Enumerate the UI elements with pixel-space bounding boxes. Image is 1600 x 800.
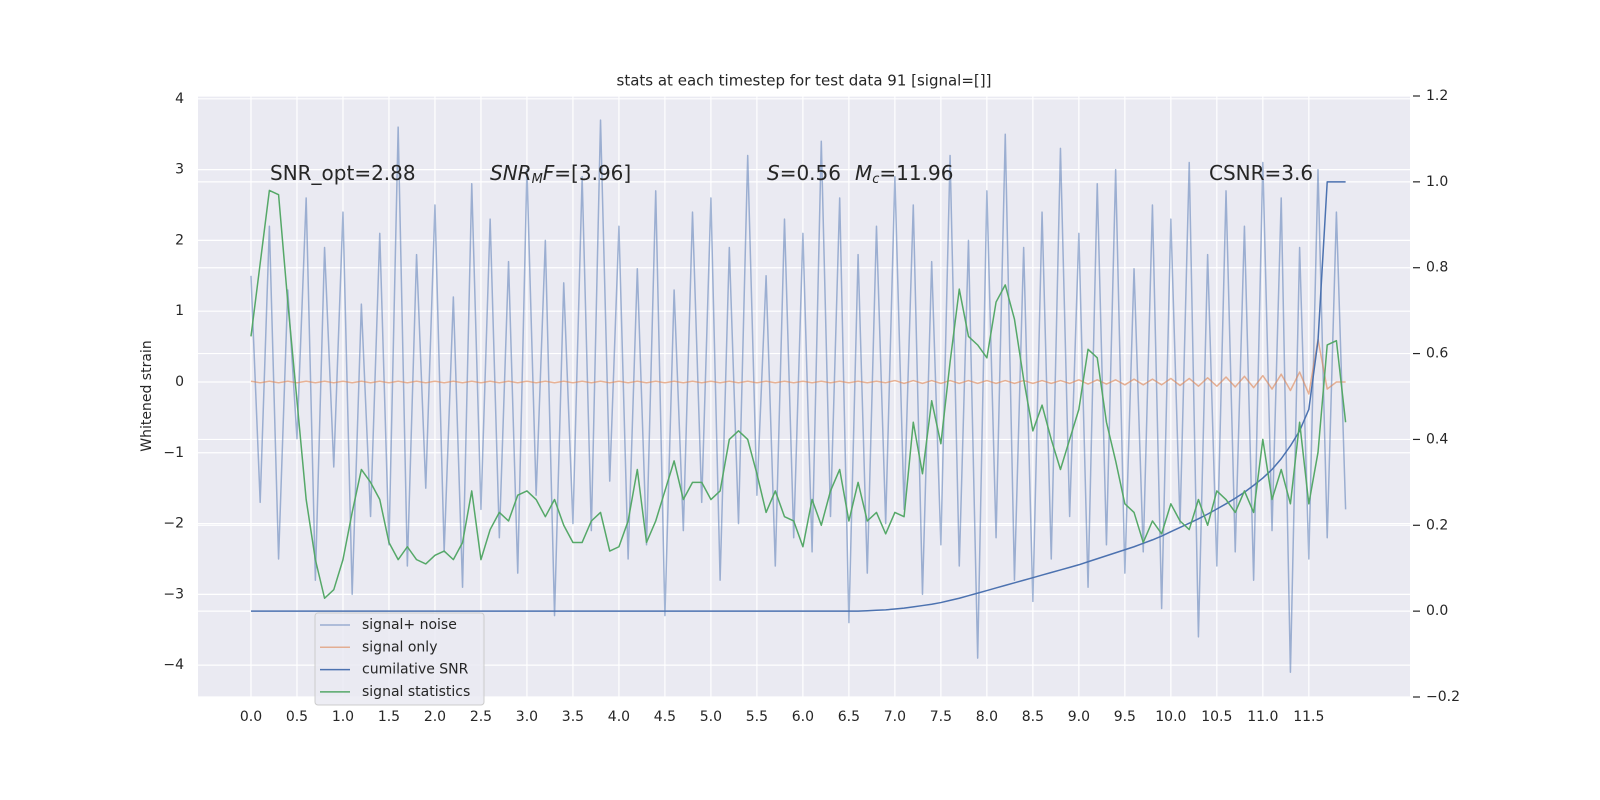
annotation-text: SNR [490, 161, 532, 185]
y2-tick-label: −0.2 [1426, 689, 1460, 705]
x-tick-label: 7.5 [930, 709, 952, 725]
y-tick-label: 0 [175, 374, 184, 390]
legend-box [314, 612, 485, 706]
marks [250, 119, 1347, 673]
x-tick-label: 2.0 [424, 709, 446, 725]
series-line [250, 189, 1347, 600]
y-tick-label: −4 [163, 657, 184, 673]
legend-label: signal only [362, 639, 437, 655]
legend: signal+ noise signal only cumilative SNR si… [314, 612, 485, 706]
x-tick-label: 8.0 [976, 709, 998, 725]
legend-label: cumilative SNR [362, 662, 469, 678]
plot-area [198, 96, 1410, 697]
annotation-text: M [855, 161, 872, 185]
x-tick-label: 11.5 [1293, 709, 1324, 725]
x-tick-label: 6.5 [838, 709, 860, 725]
y2-tick-label: 0.0 [1426, 603, 1448, 619]
x-tick-label: 10.0 [1155, 709, 1186, 725]
y2-tick-label: 1.2 [1426, 88, 1448, 104]
y-tick-label: 1 [175, 303, 184, 319]
annotation-text: M [532, 172, 543, 187]
annotation-text: =0.56 [780, 161, 841, 185]
y-tick-label: 4 [175, 91, 184, 107]
x-tick-label: 0.0 [240, 709, 262, 725]
annotation-text: CSNR=3.6 [1209, 161, 1313, 185]
annotation-text: c [872, 172, 879, 187]
legend-label: signal+ noise [362, 617, 457, 633]
annotation: SNR_opt=2.88 [270, 161, 416, 185]
annotation-text: F [543, 161, 555, 185]
legend-label: signal statistics [362, 684, 470, 700]
y2-tick-label: 0.4 [1426, 431, 1448, 447]
y-tick-label: 3 [175, 162, 184, 178]
x-tick-label: 10.5 [1201, 709, 1232, 725]
x-tick-label: 2.5 [470, 709, 492, 725]
annotation-text: =11.96 [879, 161, 953, 185]
y2-tick-label: 0.8 [1426, 260, 1448, 276]
x-tick-label: 6.0 [792, 709, 814, 725]
annotation: CSNR=3.6 [1209, 161, 1313, 185]
series-line [250, 181, 1346, 612]
y2-tick-label: 0.6 [1426, 346, 1448, 362]
annotation-text: =[3.96] [554, 161, 631, 185]
annotation-text: SNR_opt=2.88 [270, 161, 416, 185]
series-line [250, 119, 1347, 673]
annotation: S=0.56 Mc=11.96 [767, 161, 953, 187]
y-tick-label: −1 [163, 445, 184, 461]
y-axis-label: Whitened strain [139, 340, 155, 451]
y-tick-label: −2 [163, 516, 184, 532]
y2-tick-label: 1.0 [1426, 174, 1448, 190]
x-tick-label: 7.0 [884, 709, 906, 725]
y-tick-label: 2 [175, 232, 184, 248]
x-tick-label: 4.0 [608, 709, 630, 725]
annotation-text: S [767, 161, 780, 185]
y-tick-label: −3 [163, 586, 184, 602]
annotation: SNRMF=[3.96] [490, 161, 631, 187]
x-tick-label: 5.0 [700, 709, 722, 725]
x-tick-label: 0.5 [286, 709, 308, 725]
x-tick-label: 1.5 [378, 709, 400, 725]
x-tick-label: 4.5 [654, 709, 676, 725]
x-tick-label: 9.0 [1068, 709, 1090, 725]
x-tick-label: 3.5 [562, 709, 584, 725]
x-tick-label: 1.0 [332, 709, 354, 725]
y2-tick-label: 0.2 [1426, 517, 1448, 533]
x-tick-label: 3.0 [516, 709, 538, 725]
x-tick-label: 11.0 [1247, 709, 1278, 725]
x-tick-label: 5.5 [746, 709, 768, 725]
series-line [250, 338, 1346, 395]
x-tick-label: 9.5 [1114, 709, 1136, 725]
chart-title: stats at each timestep for test data 91 … [617, 72, 992, 90]
x-tick-label: 8.5 [1022, 709, 1044, 725]
